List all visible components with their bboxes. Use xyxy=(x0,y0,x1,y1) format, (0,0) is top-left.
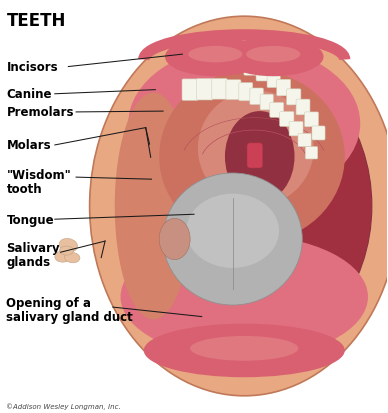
FancyBboxPatch shape xyxy=(267,71,280,88)
FancyBboxPatch shape xyxy=(305,147,318,159)
Ellipse shape xyxy=(198,91,314,206)
Ellipse shape xyxy=(121,235,368,359)
FancyBboxPatch shape xyxy=(312,127,325,141)
FancyBboxPatch shape xyxy=(226,81,241,100)
Ellipse shape xyxy=(144,324,345,377)
Ellipse shape xyxy=(115,93,192,320)
Ellipse shape xyxy=(55,251,72,263)
FancyBboxPatch shape xyxy=(305,113,319,128)
Text: "Wisdom"
tooth: "Wisdom" tooth xyxy=(7,169,71,195)
FancyBboxPatch shape xyxy=(277,80,291,97)
Ellipse shape xyxy=(159,71,345,244)
Ellipse shape xyxy=(159,219,190,260)
Text: ©Addison Wesley Longman, Inc.: ©Addison Wesley Longman, Inc. xyxy=(7,402,121,409)
Ellipse shape xyxy=(223,38,324,77)
Ellipse shape xyxy=(117,54,372,359)
Ellipse shape xyxy=(128,46,360,202)
Ellipse shape xyxy=(59,247,73,256)
FancyBboxPatch shape xyxy=(239,83,253,102)
Text: Opening of a
salivary gland duct: Opening of a salivary gland duct xyxy=(7,296,133,323)
Ellipse shape xyxy=(190,336,298,361)
Text: TEETH: TEETH xyxy=(7,12,66,30)
FancyBboxPatch shape xyxy=(270,103,284,118)
Text: Premolars: Premolars xyxy=(7,106,74,119)
Text: Incisors: Incisors xyxy=(7,61,58,74)
FancyBboxPatch shape xyxy=(212,79,227,100)
FancyBboxPatch shape xyxy=(197,79,213,101)
FancyBboxPatch shape xyxy=(230,50,246,73)
Ellipse shape xyxy=(225,112,294,202)
Ellipse shape xyxy=(90,17,388,396)
Ellipse shape xyxy=(165,38,265,77)
FancyBboxPatch shape xyxy=(260,95,273,111)
Ellipse shape xyxy=(188,47,242,63)
FancyBboxPatch shape xyxy=(250,89,263,105)
Ellipse shape xyxy=(163,173,302,305)
FancyBboxPatch shape xyxy=(280,112,294,127)
Text: Canine: Canine xyxy=(7,88,52,101)
Text: Molars: Molars xyxy=(7,139,51,152)
Ellipse shape xyxy=(246,47,300,63)
FancyBboxPatch shape xyxy=(244,55,258,76)
Ellipse shape xyxy=(186,194,279,268)
FancyBboxPatch shape xyxy=(182,80,198,101)
FancyBboxPatch shape xyxy=(215,47,231,71)
FancyBboxPatch shape xyxy=(182,46,199,71)
FancyBboxPatch shape xyxy=(298,134,311,147)
FancyBboxPatch shape xyxy=(287,90,301,106)
Ellipse shape xyxy=(64,253,80,263)
FancyBboxPatch shape xyxy=(256,63,270,82)
FancyBboxPatch shape xyxy=(198,46,215,71)
FancyBboxPatch shape xyxy=(289,122,303,137)
Ellipse shape xyxy=(59,239,78,252)
Text: Salivary
glands: Salivary glands xyxy=(7,242,60,268)
FancyBboxPatch shape xyxy=(296,100,310,116)
FancyBboxPatch shape xyxy=(247,144,263,169)
Text: Tongue: Tongue xyxy=(7,213,54,226)
